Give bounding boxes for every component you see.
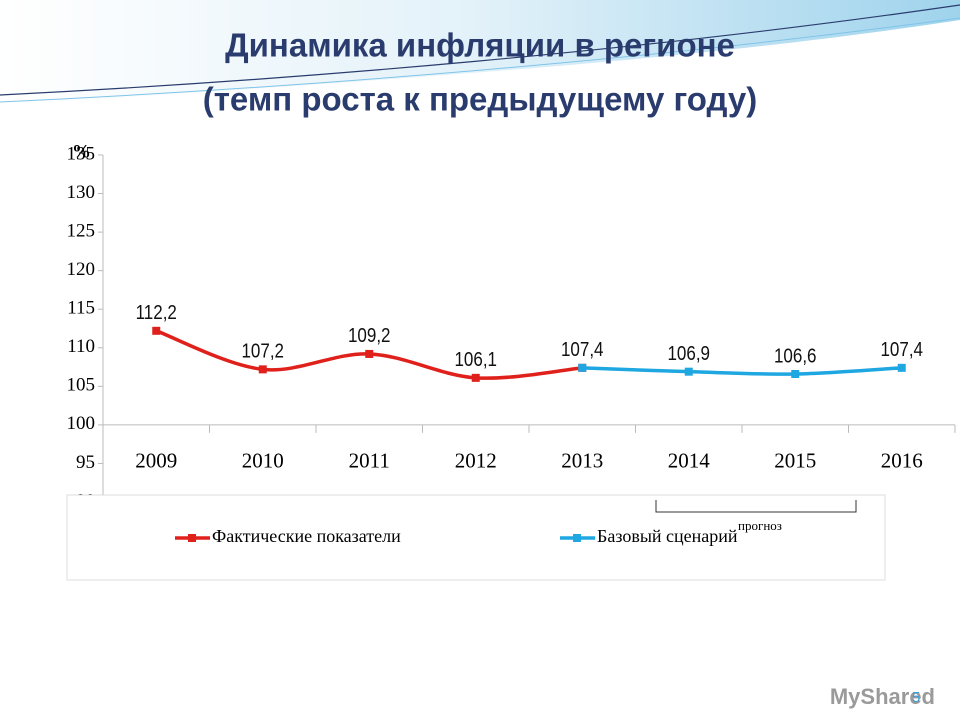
chart-subtitle: (темп роста к предыдущему году) xyxy=(203,81,757,118)
x-tick-label: 2013 xyxy=(561,449,603,473)
decor-line xyxy=(0,17,960,103)
data-label: 107,4 xyxy=(561,338,604,361)
data-label: 112,2 xyxy=(136,301,177,324)
y-tick-label: 105 xyxy=(67,375,96,396)
y-tick-label: 130 xyxy=(67,182,96,203)
chart-title: Динамика инфляции в регионе xyxy=(225,27,735,64)
data-label: 106,6 xyxy=(774,344,817,367)
x-tick-label: 2010 xyxy=(242,449,284,473)
forecast-bracket xyxy=(655,500,857,513)
annotation: прогноз xyxy=(738,518,782,533)
series-line xyxy=(582,366,902,376)
y-axis-label: % xyxy=(72,141,91,162)
point-marker xyxy=(897,363,906,372)
x-tick-label: 2014 xyxy=(668,449,711,473)
point-marker xyxy=(471,373,480,382)
x-tick-label: 2016 xyxy=(881,449,923,473)
point-marker xyxy=(578,363,587,372)
legend-marker xyxy=(188,534,196,542)
y-tick-label: 95 xyxy=(76,452,95,473)
data-label: 106,1 xyxy=(454,348,497,371)
data-label: 107,4 xyxy=(880,338,923,361)
legend-label: Базовый сценарий xyxy=(597,526,738,546)
x-tick-label: 2015 xyxy=(774,449,816,473)
legend-marker xyxy=(573,534,581,542)
y-tick-label: 115 xyxy=(67,298,95,319)
x-tick-label: 2011 xyxy=(349,449,390,473)
point-marker xyxy=(684,367,693,376)
watermark: MyShared xyxy=(830,684,935,709)
point-marker xyxy=(258,365,267,374)
x-tick-label: 2009 xyxy=(135,449,177,473)
x-tick-label: 2012 xyxy=(455,449,497,473)
y-tick-label: 100 xyxy=(67,413,96,434)
point-marker xyxy=(365,349,374,358)
data-label: 107,2 xyxy=(241,339,284,362)
data-label: 106,9 xyxy=(667,342,710,365)
data-label: 109,2 xyxy=(348,324,391,347)
point-marker xyxy=(791,369,800,378)
y-tick-label: 120 xyxy=(67,259,96,280)
legend-label: Фактические показатели xyxy=(212,526,401,546)
decor-line xyxy=(0,4,960,96)
y-tick-label: 110 xyxy=(67,336,95,357)
plot: 9095100105110115120125130135%20092010201… xyxy=(66,141,956,581)
page-number: 5 xyxy=(912,689,920,706)
y-tick-label: 125 xyxy=(67,220,96,241)
point-marker xyxy=(152,326,161,335)
y-tick-label: 135 xyxy=(67,143,96,164)
decor-swoosh xyxy=(0,0,960,105)
